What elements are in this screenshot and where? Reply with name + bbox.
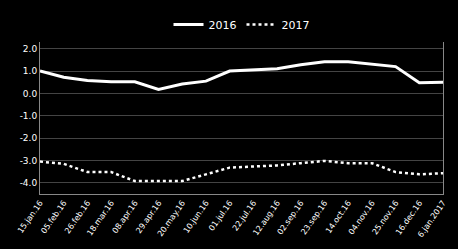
- svg-text:-3.0: -3.0: [20, 156, 38, 166]
- svg-text:01.jul.16: 01.jul.16: [207, 199, 234, 233]
- svg-text:0.0: 0.0: [23, 89, 38, 99]
- svg-text:29.apr.16: 29.apr.16: [134, 199, 163, 235]
- svg-text:2017: 2017: [282, 19, 310, 32]
- svg-text:-4.0: -4.0: [20, 178, 38, 188]
- svg-text:2016: 2016: [209, 19, 237, 32]
- svg-text:-1.0: -1.0: [20, 111, 38, 121]
- svg-text:23.sep.16: 23.sep.16: [299, 199, 329, 237]
- svg-text:-2.0: -2.0: [20, 133, 38, 143]
- svg-text:08.apr.16: 08.apr.16: [111, 199, 140, 235]
- svg-text:26.feb.16: 26.feb.16: [63, 199, 92, 236]
- svg-text:15.jan.16: 15.jan.16: [16, 199, 45, 235]
- svg-text:20.may.16: 20.may.16: [156, 199, 187, 238]
- svg-text:2.0: 2.0: [23, 44, 38, 54]
- svg-text:18.mar.16: 18.mar.16: [85, 199, 116, 238]
- svg-text:16.dec.16: 16.dec.16: [394, 199, 424, 237]
- svg-text:22.jul.16: 22.jul.16: [231, 199, 258, 233]
- svg-text:6.jan.2017: 6.jan.2017: [416, 199, 448, 239]
- svg-text:10.jun.16: 10.jun.16: [182, 199, 211, 235]
- svg-text:05.feb.16: 05.feb.16: [39, 199, 68, 236]
- svg-text:02.sep.16: 02.sep.16: [276, 199, 306, 237]
- svg-text:04.nov.16: 04.nov.16: [347, 199, 377, 237]
- svg-text:25.nov.16: 25.nov.16: [370, 199, 400, 237]
- svg-text:1.0: 1.0: [23, 66, 38, 76]
- svg-text:14.oct.16: 14.oct.16: [324, 199, 353, 235]
- svg-text:12.aug.16: 12.aug.16: [251, 199, 282, 237]
